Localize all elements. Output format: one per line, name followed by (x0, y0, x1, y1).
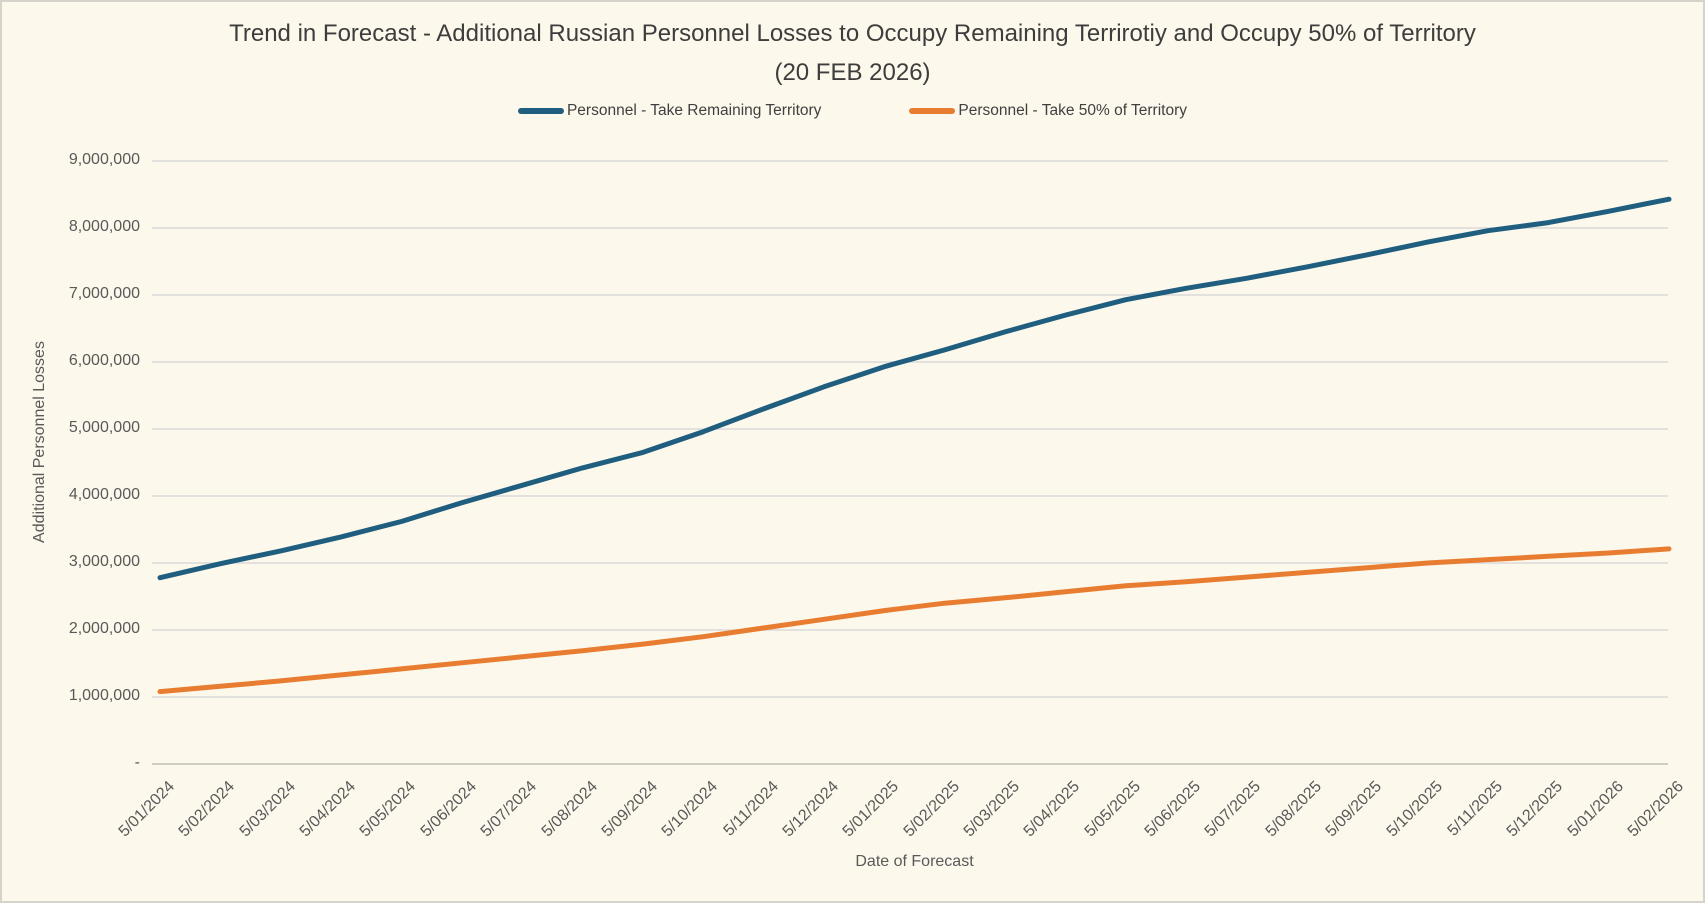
legend-swatch-blue-line-icon (517, 108, 564, 114)
y-tick-label: 7,000,000 (68, 285, 140, 302)
series-line-take-50-percent-territory (157, 546, 1672, 695)
y-tick-label: 4,000,000 (68, 486, 140, 503)
legend-swatch-orange-line-icon (909, 108, 956, 114)
y-tick-label: 1,000,000 (68, 687, 140, 704)
legend-label: Personnel - Take Remaining Territory (566, 102, 822, 119)
series-line-take-remaining-territory (157, 196, 1672, 581)
legend: Personnel - Take Remaining Territory Per… (2, 102, 1703, 120)
x-axis-title: Date of Forecast (855, 853, 974, 870)
chart-title: Trend in Forecast - Additional Russian P… (2, 14, 1703, 92)
chart-title-line2: (20 FEB 2026) (774, 59, 931, 86)
y-tick-label: 9,000,000 (68, 151, 140, 168)
legend-item-take-50-percent-territory: Personnel - Take 50% of Territory (909, 102, 1187, 120)
y-tick-label: 6,000,000 (68, 352, 140, 369)
y-tick-label: 5,000,000 (68, 419, 140, 436)
y-tick-label: - (134, 754, 140, 771)
y-tick-label: 2,000,000 (68, 620, 140, 637)
y-axis-title: Additional Personnel Losses (31, 341, 48, 543)
legend-label: Personnel - Take 50% of Territory (958, 102, 1188, 119)
y-tick-label: 8,000,000 (68, 218, 140, 235)
legend-item-take-remaining-territory: Personnel - Take Remaining Territory (517, 102, 822, 120)
chart-title-line1: Trend in Forecast - Additional Russian P… (229, 20, 1476, 47)
y-tick-label: 3,000,000 (68, 553, 140, 570)
